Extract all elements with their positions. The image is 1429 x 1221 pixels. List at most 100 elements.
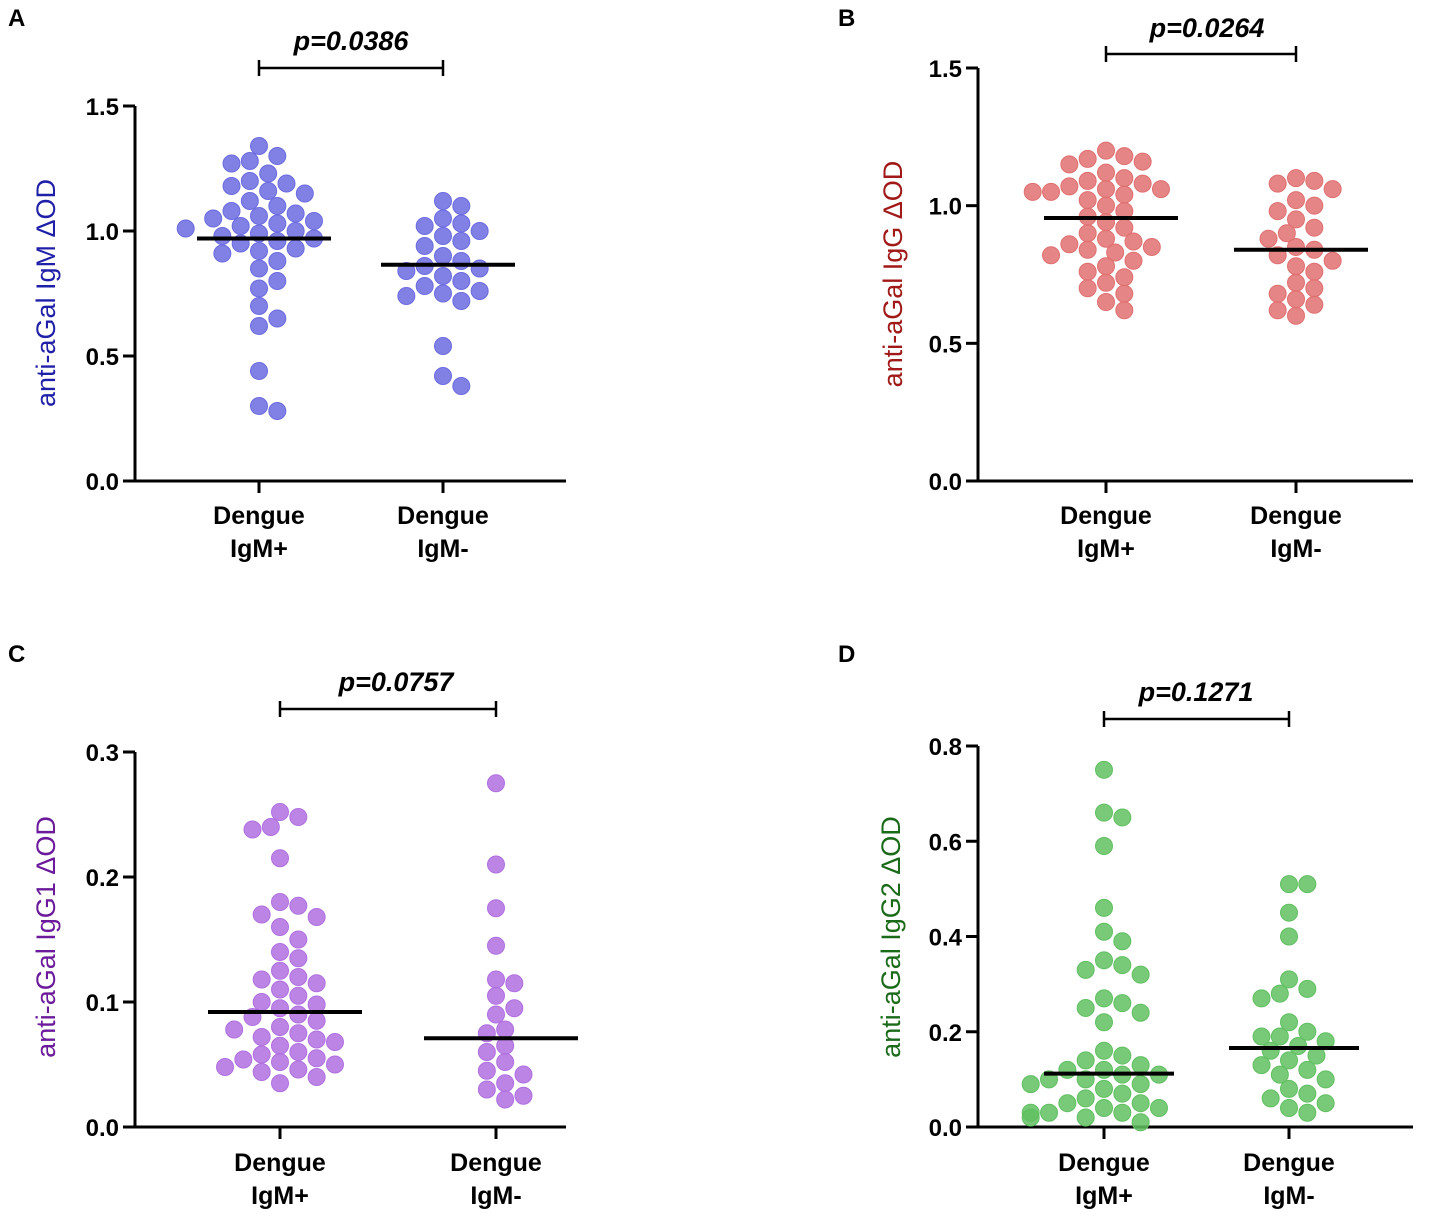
data-point [250,297,268,315]
data-point [1305,218,1324,237]
data-point [1151,180,1170,199]
data-point [1270,1065,1289,1084]
data-point [1076,1051,1095,1070]
data-point [1097,163,1115,182]
data-point [268,232,287,250]
data-point [1076,1108,1095,1127]
data-point [250,259,268,278]
data-point [289,968,308,986]
data-point [1113,932,1132,951]
data-point [415,217,434,235]
data-point [1095,922,1113,941]
data-point [240,192,259,210]
data-point [1097,273,1115,292]
data-point [452,377,471,395]
y-tick-label: 1.0 [929,194,962,221]
data-point [1268,284,1287,303]
x-category-label-line2: IgM+ [1077,535,1135,563]
data-point [289,1043,308,1061]
data-point [240,152,259,170]
data-point [252,1028,271,1046]
y-tick-label: 0.0 [86,469,119,496]
data-point [1113,994,1132,1013]
data-point [307,1068,326,1086]
y-tick-label: 0.2 [929,1020,962,1047]
data-point [1097,141,1115,160]
data-point [1095,1060,1113,1079]
data-point [268,252,287,270]
panel-letter: A [8,5,25,32]
data-point [1305,262,1324,281]
data-point [1095,837,1113,856]
data-point [1280,1079,1298,1098]
data-point [250,137,268,155]
data-point [1095,803,1113,822]
data-point [452,214,471,233]
data-point [1287,210,1305,229]
data-point [1323,180,1342,199]
data-point [452,292,471,310]
data-point [452,272,471,290]
data-point [1095,1079,1113,1098]
data-point [289,949,308,968]
data-point [271,803,289,821]
data-point [1095,951,1113,970]
data-point [1076,960,1095,979]
data-point [250,207,268,225]
data-point [240,172,259,190]
data-point [234,1050,253,1069]
data-point [325,1033,344,1051]
x-category-label-line1: Dengue [1250,502,1342,530]
data-point [1021,1108,1040,1127]
data-point [250,317,268,335]
data-point [496,1053,515,1071]
data-point [1305,279,1324,298]
data-point [1078,171,1097,190]
data-point [1106,243,1125,262]
data-point [1142,237,1161,256]
y-tick-label: 0.0 [929,1115,962,1142]
data-point [505,999,524,1018]
data-point [1268,174,1287,193]
data-point [1280,1098,1298,1117]
p-value-label: p=0.0757 [338,667,456,697]
data-point [204,209,223,228]
x-category-label-line2: IgM- [417,535,468,563]
x-category-label-line1: Dengue [450,1149,542,1177]
data-point [1287,290,1305,309]
x-category-label-line1: Dengue [213,502,305,530]
data-point [268,309,287,328]
data-point [252,905,271,924]
data-point [222,154,241,173]
data-point [496,1020,515,1039]
data-point [415,237,434,255]
data-point [434,367,452,385]
data-point [470,259,489,278]
data-point [1287,169,1305,188]
panel-letter: B [838,5,855,32]
data-point [1023,182,1042,201]
data-point [1078,224,1097,243]
data-point [225,1020,244,1039]
data-point [1042,246,1061,265]
data-point [1298,979,1317,998]
data-point [477,1080,496,1099]
x-category-label-line2: IgM- [1270,535,1321,563]
panel-letter: D [838,641,855,668]
data-point [434,337,452,355]
data-point [250,242,268,260]
p-value-label: p=0.0264 [1149,13,1265,43]
data-point [487,774,505,793]
data-point [1287,191,1305,210]
data-point [250,279,268,298]
data-point [1280,970,1298,989]
data-point [1115,169,1134,188]
data-point [1280,903,1298,922]
data-point [1058,1060,1077,1079]
y-tick-label: 0.5 [929,331,962,358]
data-point [271,1053,289,1071]
data-point [1252,1056,1271,1075]
